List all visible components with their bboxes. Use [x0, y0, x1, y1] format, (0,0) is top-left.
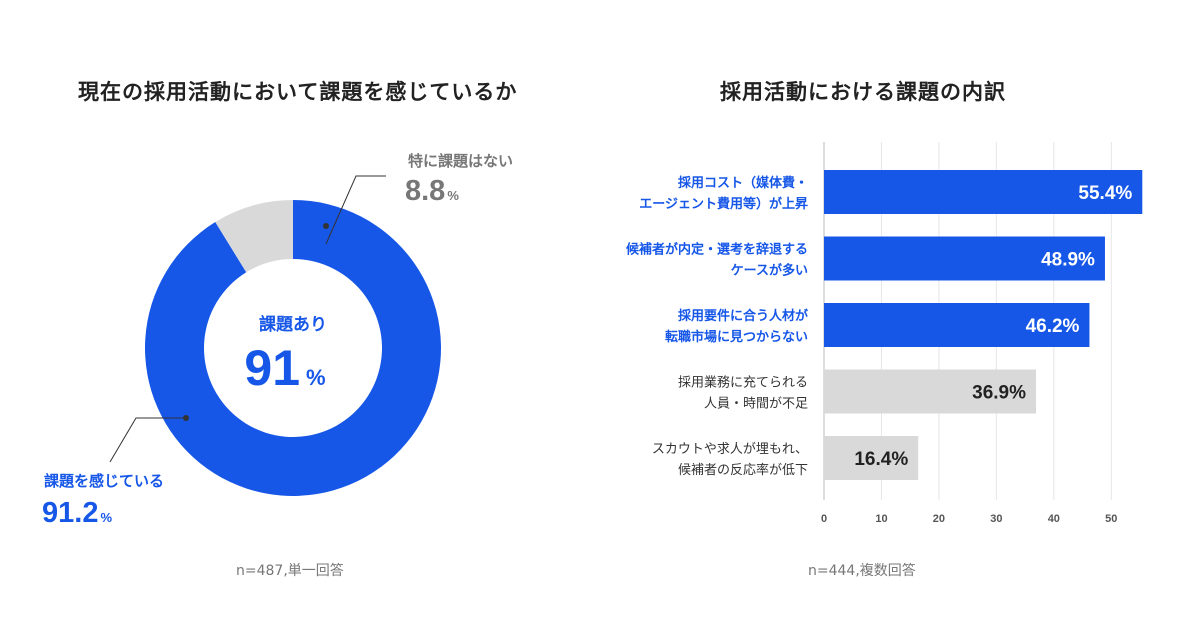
- bar-value-label-0: 55.4%: [1078, 183, 1132, 204]
- donut-center-value: 91%: [244, 340, 325, 396]
- x-tick-10: 10: [875, 513, 887, 525]
- donut-sample-note: n=487,単一回答: [236, 563, 344, 579]
- slice-label-no-issue: 特に課題はない: [408, 152, 513, 170]
- category-label-0-1: エージェント費用等）が上昇: [639, 196, 808, 212]
- category-label-3-0: 採用業務に充てられる: [678, 375, 808, 391]
- bar-1: [824, 236, 1105, 281]
- donut-chart-title: 現在の採用活動において課題を感じているか: [78, 80, 518, 104]
- donut-center-label: 課題あり: [259, 314, 327, 335]
- bar-value-label-4: 16.4%: [854, 449, 908, 470]
- category-label-0-0: 採用コスト（媒体費・: [678, 175, 808, 191]
- bar-4: [824, 436, 919, 480]
- bar-value-label-2: 46.2%: [1026, 316, 1080, 337]
- donut-slice-1: [215, 200, 293, 273]
- x-tick-0: 0: [821, 513, 827, 525]
- bar-0: [824, 170, 1143, 214]
- slice-value-has-issue: 91.2%: [42, 497, 112, 529]
- x-tick-30: 30: [990, 513, 1002, 525]
- category-label-1-1: ケースが多い: [731, 263, 808, 279]
- leader-line-has-issue: [109, 417, 186, 463]
- donut-slice-0: [144, 200, 442, 497]
- category-label-4-1: 候補者の反応率が低下: [678, 462, 808, 478]
- category-label-4-0: スカウトや求人が埋もれ、: [652, 442, 808, 457]
- bar-value-label-1: 48.9%: [1041, 250, 1095, 271]
- category-label-2-0: 採用要件に合う人材が: [678, 308, 808, 324]
- category-label-2-1: 転職市場に見つからない: [665, 329, 808, 345]
- x-tick-40: 40: [1048, 513, 1060, 525]
- leader-line-no-issue: [325, 175, 386, 245]
- leader-dot-no-issue: [323, 223, 329, 229]
- slice-label-has-issue: 課題を感じている: [44, 472, 164, 490]
- x-tick-20: 20: [933, 513, 945, 525]
- bar-sample-note: n=444,複数回答: [808, 563, 916, 579]
- category-label-1-0: 候補者が内定・選考を辞退する: [626, 242, 808, 258]
- bar-chart-title: 採用活動における課題の内訳: [720, 80, 1006, 104]
- slice-value-no-issue: 8.8%: [405, 175, 459, 207]
- x-tick-50: 50: [1105, 513, 1117, 525]
- bar-value-label-3: 36.9%: [972, 383, 1026, 404]
- category-label-3-1: 人員・時間が不足: [704, 397, 808, 412]
- bar-3: [824, 369, 1037, 414]
- bar-2: [824, 303, 1090, 347]
- leader-dot-has-issue: [183, 415, 189, 421]
